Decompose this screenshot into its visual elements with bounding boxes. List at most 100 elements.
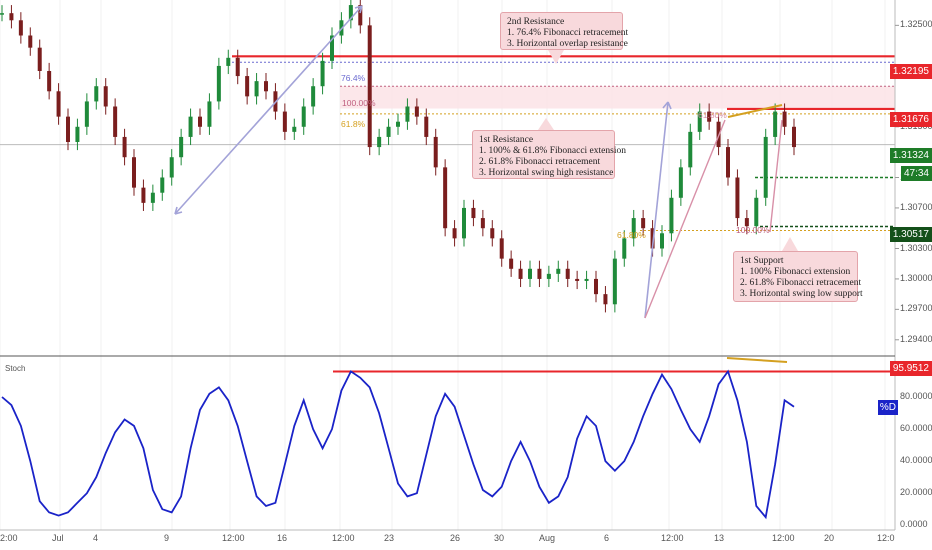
price-tag-support: 1.30517 xyxy=(889,227,932,242)
time-tick-label: 12:0 xyxy=(877,533,895,543)
candle-body xyxy=(433,136,438,168)
candle-body xyxy=(207,101,212,127)
candle-body xyxy=(707,111,712,122)
candle-body xyxy=(688,131,693,168)
annotation-line: 1st Support xyxy=(740,256,784,266)
price-tick-label: 1.30300 xyxy=(900,242,932,253)
annotation-line: 2. 61.8% Fibonacci retracement xyxy=(479,157,601,167)
candle-body xyxy=(66,116,70,142)
candle-body xyxy=(396,121,400,127)
candle-body xyxy=(216,65,221,102)
candle-body xyxy=(754,197,759,227)
price-tick-label: 1.30000 xyxy=(900,272,932,283)
fib-label: 100.00% xyxy=(736,225,770,235)
candle-body xyxy=(264,81,268,92)
candle-body xyxy=(641,218,646,229)
annotation-tail xyxy=(782,237,798,251)
fib-label: 61.80% xyxy=(617,230,646,240)
price-tag-current: 1.31324 xyxy=(889,148,932,163)
price-tag-res2: 1.32195 xyxy=(889,64,932,79)
candle-body xyxy=(414,106,419,117)
axes xyxy=(0,0,899,531)
stoch-tick-label: 40.0000 xyxy=(900,455,932,466)
annotation-line: 1st Resistance xyxy=(479,135,534,145)
candle-body xyxy=(622,238,627,259)
candle-body xyxy=(744,218,749,227)
annotation-line: 3. Horizontal swing low support xyxy=(740,289,863,299)
time-tick-label: 2:00 xyxy=(0,533,18,543)
candle-body xyxy=(311,86,316,107)
stoch-tick-label: 60.0000 xyxy=(900,423,932,434)
fib-extension-arrow xyxy=(662,101,672,110)
candle-body xyxy=(84,101,89,127)
candle-body xyxy=(735,177,740,219)
time-tick-label: 6 xyxy=(604,533,610,543)
candle-body xyxy=(330,35,334,61)
annotation-line: 1. 100% & 61.8% Fibonacci extension xyxy=(479,146,626,156)
candle-body xyxy=(546,273,551,279)
candle-body xyxy=(179,136,184,158)
time-tick-label: Jul xyxy=(52,533,64,543)
resistance-zone xyxy=(340,86,895,109)
candle-body xyxy=(132,157,136,188)
candle-body xyxy=(678,167,683,198)
time-tick-label: 23 xyxy=(384,533,395,543)
candle-body xyxy=(377,136,382,148)
candle-body xyxy=(631,218,636,239)
price-tick-label: 1.29700 xyxy=(900,303,932,314)
annotation-line: 1. 76.4% Fibonacci retracement xyxy=(507,28,629,38)
candle-body xyxy=(726,147,730,178)
annotation-line: 2nd Resistance xyxy=(507,17,565,27)
price-tick-label: 1.29400 xyxy=(900,333,932,344)
time-tick-label: 13 xyxy=(714,533,725,543)
candle-body xyxy=(462,207,466,239)
time-tick-label: 26 xyxy=(450,533,461,543)
candle-body xyxy=(594,278,598,295)
candle-body xyxy=(18,20,23,36)
time-tick-label: 20 xyxy=(824,533,835,543)
time-tick-label: 30 xyxy=(494,533,505,543)
annotation-resistance-1: 1st Resistance 1. 100% & 61.8% Fibonacci… xyxy=(472,130,626,179)
fib-swing-line-2 xyxy=(769,119,783,233)
annotation-support-1: 1st Support 1. 100% Fibonacci extension … xyxy=(733,251,863,302)
candle-body xyxy=(480,218,485,229)
candle-body xyxy=(603,294,608,305)
candle-body xyxy=(518,268,523,279)
fib-swing-line xyxy=(644,119,726,319)
candle-body xyxy=(56,91,61,117)
time-tick-label: 9 xyxy=(164,533,170,543)
divergence-line xyxy=(727,104,783,118)
fib-trend-arrows xyxy=(174,5,363,215)
candle-body xyxy=(792,126,796,148)
candle-body xyxy=(537,268,542,279)
candle-body xyxy=(612,258,617,305)
candle-body xyxy=(320,60,325,87)
annotation-line: 1. 100% Fibonacci extension xyxy=(740,267,851,277)
time-tick-label: 12:00 xyxy=(772,533,795,543)
candle-body xyxy=(75,126,80,142)
candle-body xyxy=(37,47,42,71)
candle-body xyxy=(650,228,655,249)
time-tick-label: 12:00 xyxy=(222,533,245,543)
fib-trend-line xyxy=(174,5,363,215)
candle-body xyxy=(575,278,580,281)
time-tick-label: 12:00 xyxy=(332,533,355,543)
candle-body xyxy=(405,106,410,122)
candle-body xyxy=(94,86,99,102)
candle-body xyxy=(198,116,202,127)
candle-body xyxy=(348,5,353,21)
annotation-tail xyxy=(548,50,564,64)
candle-body xyxy=(235,57,240,77)
candle-body xyxy=(528,268,532,279)
candle-body xyxy=(367,25,372,148)
stoch-line xyxy=(1,369,795,520)
candle-body xyxy=(160,177,165,193)
time-tick-label: Aug xyxy=(539,533,556,543)
candle-body xyxy=(499,238,504,259)
fib-label: 100.00% xyxy=(342,98,376,108)
price-tick-label: 1.30700 xyxy=(900,201,932,212)
stoch-tick-label: 0.0000 xyxy=(900,519,928,530)
annotation-line: 2. 61.8% Fibonacci retracement xyxy=(740,278,862,288)
candle-body xyxy=(443,167,448,229)
